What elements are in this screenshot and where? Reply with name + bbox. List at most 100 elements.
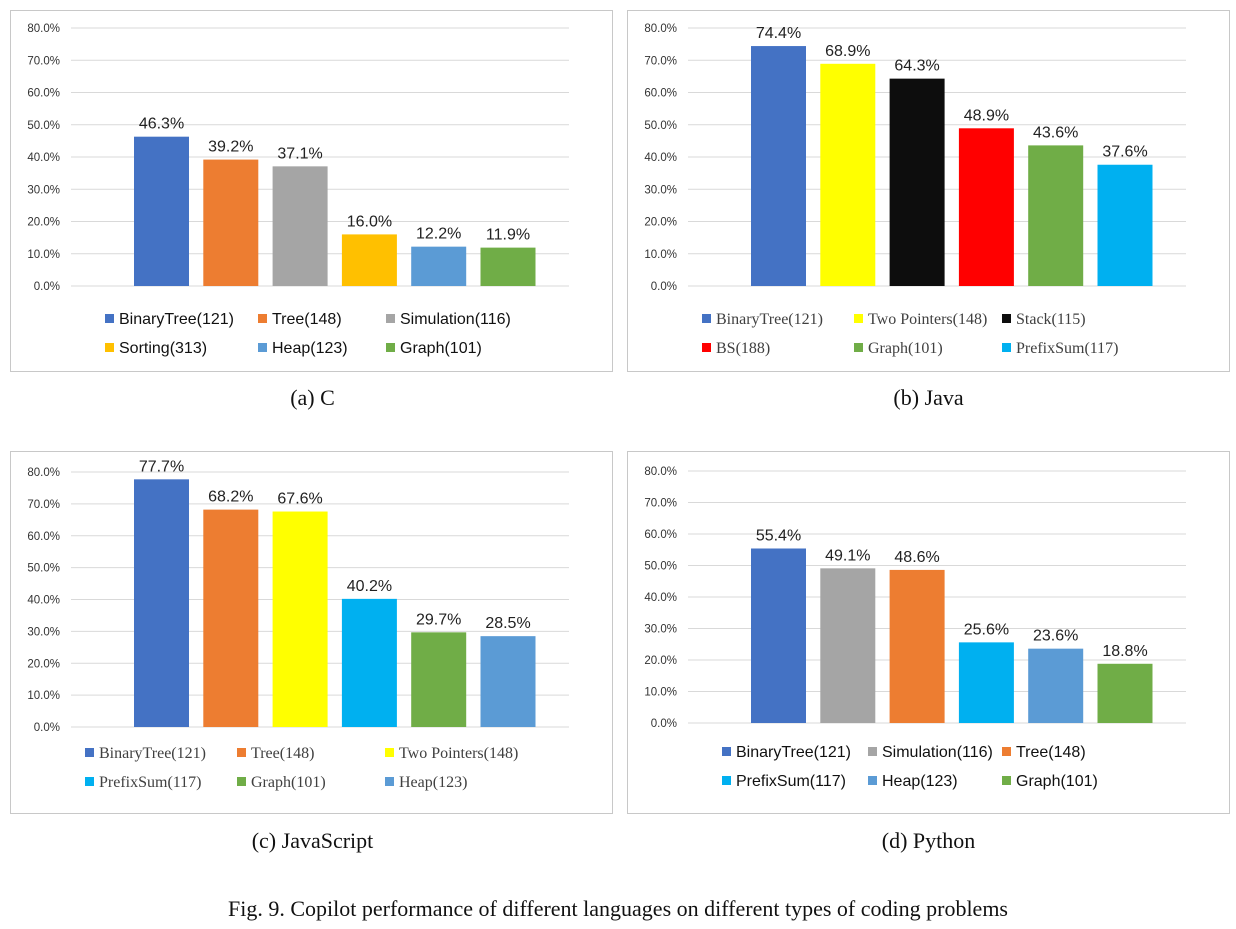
legend-item: BinaryTree(121) [85, 745, 206, 763]
legend-swatch [1002, 314, 1011, 323]
legend-swatch [386, 343, 395, 352]
legend-swatch [105, 343, 114, 352]
bar [272, 511, 328, 727]
bar-value-label: 12.2% [416, 226, 461, 243]
bar [480, 247, 536, 286]
legend-item: Tree(148) [237, 745, 314, 763]
bar-value-label: 55.4% [756, 527, 801, 544]
bar-value-label: 11.9% [486, 227, 530, 244]
legend-item: Heap(123) [868, 773, 958, 791]
legend-label: BinaryTree(121) [99, 745, 206, 762]
legend-item: PrefixSum(117) [722, 773, 846, 791]
bar [1097, 663, 1153, 723]
y-tick-label: 60.0% [27, 531, 60, 543]
chart-panel-python: 0.0% 10.0% 20.0% 30.0% 40.0% 50.0% 60.0% 70.0% 8… [627, 451, 1230, 814]
legend-label: PrefixSum(117) [99, 774, 202, 791]
legend-label: Tree(148) [1016, 744, 1086, 761]
y-tick-label: 30.0% [644, 184, 677, 196]
y-tick-label: 80.0% [644, 466, 677, 478]
y-tick-label: 30.0% [644, 624, 677, 636]
bar-value-label: 40.2% [347, 578, 392, 595]
legend-swatch [1002, 747, 1011, 756]
legend-swatch [237, 748, 246, 757]
subcaption-python: (d) Python [881, 828, 976, 853]
bar-value-label: 43.6% [1033, 124, 1078, 141]
y-tick-label: 60.0% [644, 529, 677, 541]
bar [751, 548, 806, 723]
y-tick-label: 40.0% [644, 152, 677, 164]
legend-label: Sorting(313) [119, 340, 208, 357]
bar-chart: 0.0% 10.0% 20.0% 30.0% 40.0% 50.0% 60.0% 70.0% 8… [27, 458, 569, 734]
bar-value-label: 29.7% [416, 611, 461, 628]
bar-value-label: 39.2% [208, 139, 253, 156]
legend-swatch [1002, 343, 1011, 352]
y-tick-label: 40.0% [27, 595, 60, 607]
legend-item: Graph(101) [237, 774, 326, 792]
bar-value-label: 64.3% [894, 58, 939, 75]
legend-item: Simulation(116) [386, 311, 511, 329]
legend-item: Heap(123) [385, 774, 467, 792]
legend-item: PrefixSum(117) [85, 774, 202, 792]
subcaption-c: (a) C [290, 385, 335, 410]
subcaption-java: (b) Java [893, 385, 964, 410]
bar [203, 509, 259, 727]
legend-swatch [868, 747, 877, 756]
legend-swatch [237, 777, 246, 786]
legend-label: BinaryTree(121) [736, 744, 852, 761]
legend-item: Two Pointers(148) [854, 311, 987, 329]
bar-chart: 0.0% 10.0% 20.0% 30.0% 40.0% 50.0% 60.0% 70.0% 8… [27, 23, 569, 293]
bar-value-label: 28.5% [485, 615, 530, 632]
y-tick-label: 0.0% [651, 718, 677, 730]
bar-chart: 0.0% 10.0% 20.0% 30.0% 40.0% 50.0% 60.0% 70.0% 8… [644, 23, 1186, 293]
bar [203, 159, 259, 286]
y-tick-label: 30.0% [27, 626, 60, 638]
bar-value-label: 48.9% [964, 107, 1009, 124]
legend-label: Two Pointers(148) [399, 745, 519, 762]
bar [820, 568, 876, 723]
y-tick-label: 50.0% [27, 563, 60, 575]
y-tick-label: 70.0% [644, 498, 677, 510]
legend-item: PrefixSum(117) [1002, 340, 1119, 358]
legend-label: BinaryTree(121) [716, 311, 823, 328]
legend-label: Heap(123) [399, 774, 468, 791]
bar [411, 632, 467, 727]
bar-value-label: 37.6% [1102, 144, 1147, 161]
bar-value-label: 74.4% [756, 25, 801, 42]
chart-panel-javascript: 0.0% 10.0% 20.0% 30.0% 40.0% 50.0% 60.0% 70.0% 8… [10, 451, 613, 814]
legend-swatch [722, 747, 731, 756]
legend-swatch [702, 343, 711, 352]
chart-panel-c: 0.0% 10.0% 20.0% 30.0% 40.0% 50.0% 60.0% 70.0% 8… [10, 10, 613, 372]
y-tick-label: 40.0% [644, 592, 677, 604]
y-tick-label: 80.0% [27, 467, 60, 479]
y-tick-label: 50.0% [644, 561, 677, 573]
y-tick-label: 20.0% [27, 217, 60, 229]
bar-value-label: 68.2% [208, 489, 253, 506]
legend-swatch [105, 314, 114, 323]
y-tick-label: 0.0% [34, 281, 60, 293]
y-tick-label: 0.0% [34, 722, 60, 734]
legend-item: BinaryTree(121) [105, 311, 234, 329]
legend-swatch [385, 777, 394, 786]
legend-label: Tree(148) [272, 311, 342, 328]
y-tick-label: 30.0% [27, 184, 60, 196]
y-tick-label: 60.0% [27, 88, 60, 100]
legend-item: Tree(148) [1002, 744, 1086, 762]
legend-label: BS(188) [716, 340, 771, 357]
bar [958, 128, 1014, 286]
legend-swatch [385, 748, 394, 757]
legend-item: Graph(101) [1002, 773, 1098, 791]
y-tick-label: 10.0% [644, 687, 677, 699]
bar-value-label: 23.6% [1033, 628, 1078, 645]
bar [889, 569, 945, 723]
y-tick-label: 80.0% [27, 23, 60, 35]
bar [751, 46, 806, 287]
legend-swatch [258, 343, 267, 352]
bar-value-label: 46.3% [139, 116, 184, 133]
chart-panel-java: 0.0% 10.0% 20.0% 30.0% 40.0% 50.0% 60.0% 70.0% 8… [627, 10, 1230, 372]
y-tick-label: 70.0% [27, 499, 60, 511]
bar-value-label: 68.9% [825, 43, 870, 60]
bar [1097, 164, 1153, 286]
legend-label: Heap(123) [272, 340, 348, 357]
bar [272, 166, 328, 286]
bar-value-label: 49.1% [825, 547, 870, 564]
